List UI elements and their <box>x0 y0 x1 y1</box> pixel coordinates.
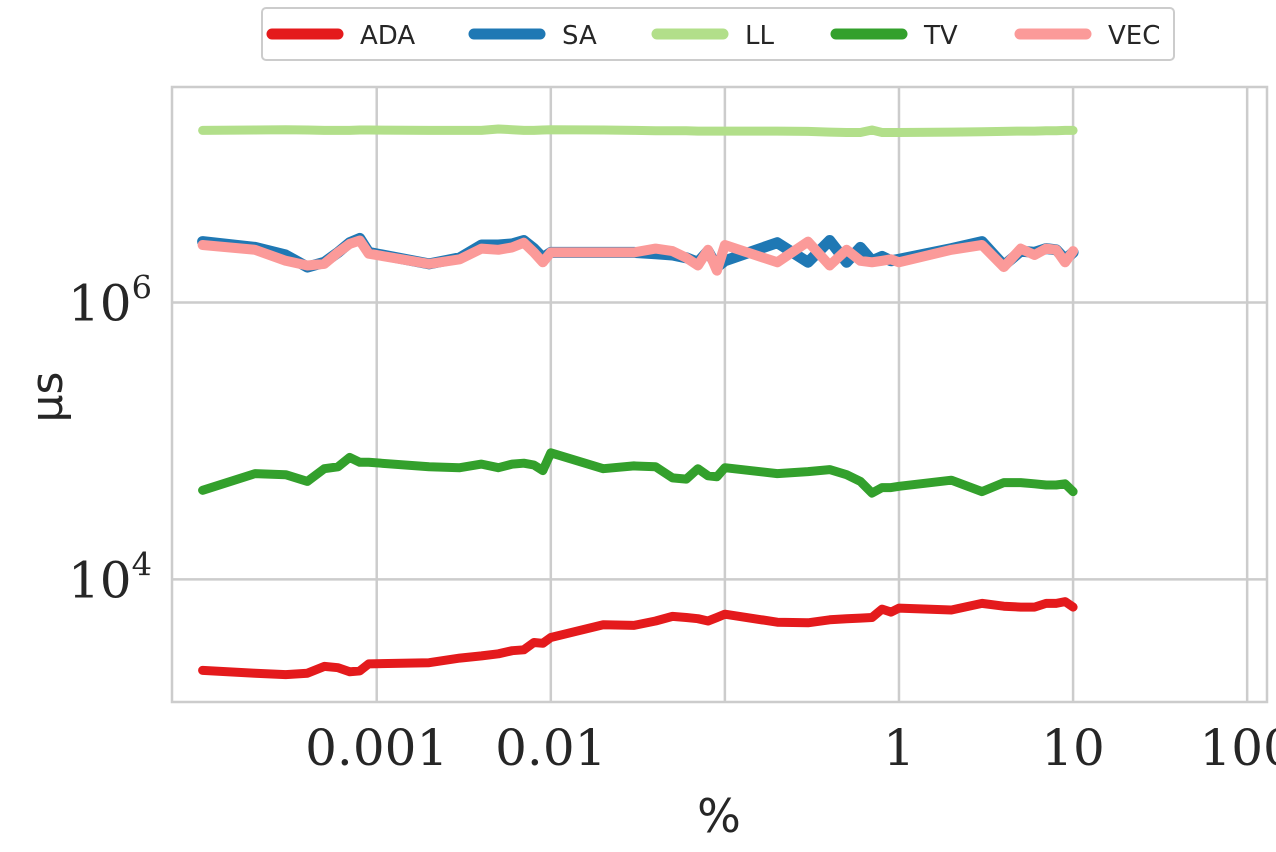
x-tick-label: 10 <box>1041 719 1105 777</box>
series-line-vec <box>197 235 1079 276</box>
legend-label-sa: SA <box>562 21 597 51</box>
y-axis-label: μs <box>22 372 73 423</box>
legend-label-tv: TV <box>923 21 958 51</box>
legend-label-ada: ADA <box>360 21 415 51</box>
x-tick-label: 100 <box>1199 719 1276 777</box>
y-tick-label: 106 <box>68 268 152 332</box>
x-tick-label: 0.001 <box>305 719 448 777</box>
legend: ADA SA LL TV VEC <box>261 7 1175 61</box>
x-tick-label: 1 <box>883 719 915 777</box>
grid-lines <box>172 87 1267 702</box>
x-tick-labels: 0.001 0.01 1 10 100 <box>305 719 1276 777</box>
legend-label-ll: LL <box>745 21 774 51</box>
series-line-tv <box>198 448 1078 498</box>
x-tick-label: 0.01 <box>495 719 606 777</box>
series-line-ada <box>198 597 1078 680</box>
y-tick-label: 104 <box>68 545 152 609</box>
plot-area-frame <box>170 85 1269 704</box>
series-layer <box>197 124 1079 680</box>
series-line-ll <box>198 124 1078 137</box>
legend-label-vec: VEC <box>1108 21 1160 51</box>
x-axis-label: % <box>697 789 741 843</box>
y-tick-labels: 104 106 <box>68 268 152 609</box>
